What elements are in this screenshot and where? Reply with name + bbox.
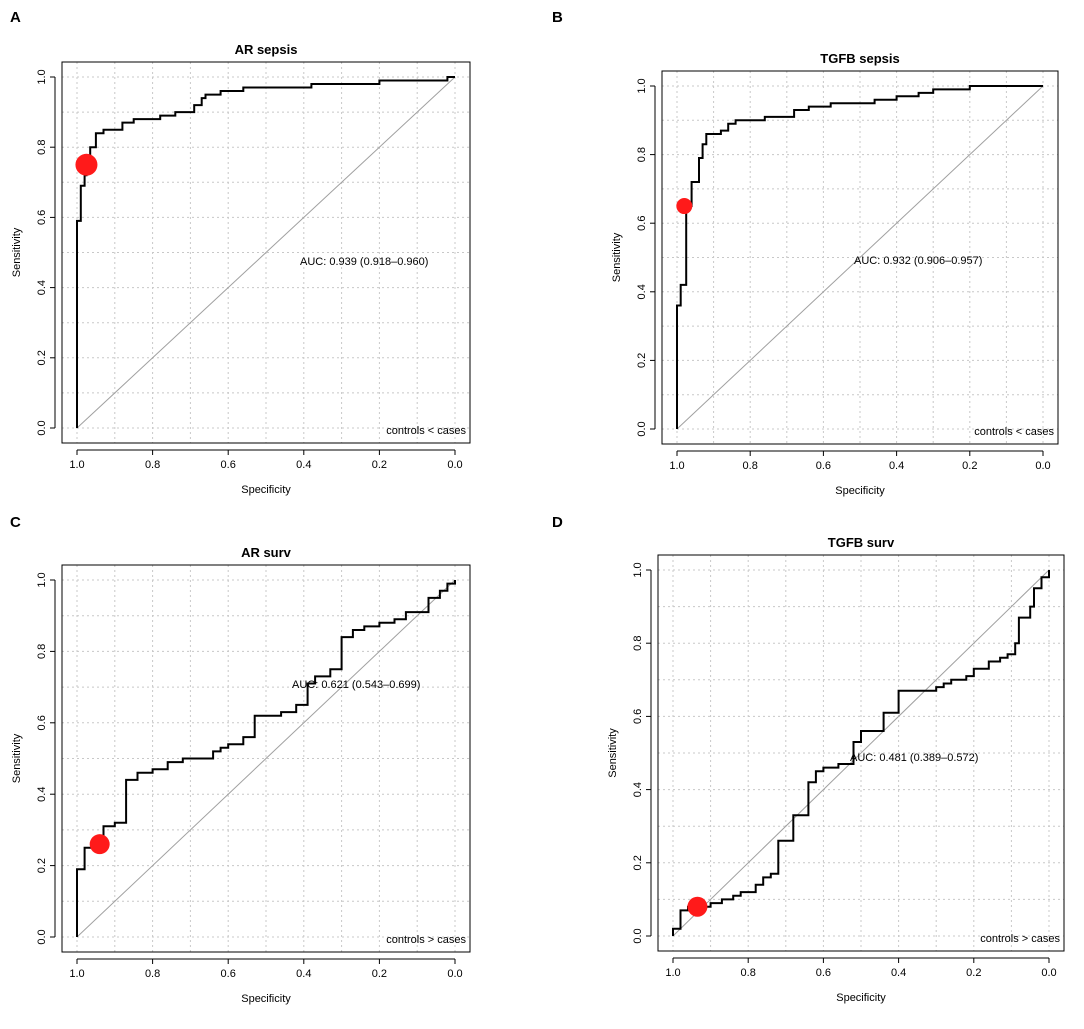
grid (658, 555, 1064, 951)
x-tick-label: 0.6 (816, 460, 831, 472)
y-tick-label: 0.8 (36, 644, 48, 659)
y-tick-label: 0.6 (36, 210, 48, 225)
x-axis-label: Specificity (241, 484, 291, 496)
chart-title: AR sepsis (235, 42, 298, 57)
panel-letter: C (10, 514, 21, 531)
x-tick-label: 0.6 (221, 459, 236, 471)
y-axis-label: Sensitivity (611, 232, 623, 282)
plot-frame (661, 70, 1059, 445)
roc-chart-c: C AR surv 1.0 0.8 0.6 0.4 0.2 0.0 Specificity 0.0… (10, 514, 471, 1005)
plot-frame (61, 61, 471, 444)
y-tick-label: 0.2 (632, 855, 644, 870)
x-axis-label: Specificity (241, 993, 291, 1005)
direction-note: controls < cases (974, 426, 1054, 438)
x-tick-label: 0.8 (741, 967, 756, 979)
x-tick-label: 0.0 (447, 968, 462, 980)
y-tick-label: 1.0 (36, 572, 48, 587)
auc-annotation: AUC: 0.939 (0.918–0.960) (300, 256, 428, 268)
y-tick-label: 0.2 (636, 353, 648, 368)
x-tick-label: 1.0 (69, 459, 84, 471)
x-tick-label: 0.8 (145, 459, 160, 471)
roc-chart-a: A AR sepsis 1.0 0.8 0.6 0.4 0.2 0.0 Specificity 0… (10, 9, 471, 496)
x-tick-label: 0.6 (816, 967, 831, 979)
x-tick-label: 1.0 (69, 968, 84, 980)
x-tick-label: 0.2 (966, 967, 981, 979)
x-tick-label: 0.6 (221, 968, 236, 980)
x-tick-label: 0.4 (889, 460, 904, 472)
chart-title: TGFB surv (828, 535, 895, 550)
roc-curve (672, 570, 1050, 936)
chance-diagonal (76, 579, 456, 938)
x-tick-label: 0.8 (145, 968, 160, 980)
optimal-cutoff-point (75, 153, 98, 176)
x-axis-label: Specificity (835, 485, 885, 497)
y-tick-label: 1.0 (632, 562, 644, 577)
plot-frame (61, 564, 471, 953)
x-tick-label: 1.0 (665, 967, 680, 979)
x-tick-label: 0.0 (447, 459, 462, 471)
panel-letter: B (552, 9, 563, 26)
y-tick-label: 0.8 (632, 636, 644, 651)
direction-note: controls > cases (386, 934, 466, 946)
y-tick-label: 0.6 (636, 216, 648, 231)
y-tick-label: 1.0 (36, 69, 48, 84)
y-tick-label: 0.8 (636, 147, 648, 162)
x-tick-label: 1.0 (669, 460, 684, 472)
roc-curve (76, 580, 456, 937)
y-tick-label: 0.4 (36, 787, 48, 802)
y-tick-label: 0.0 (36, 420, 48, 435)
y-tick-label: 0.4 (632, 782, 644, 797)
chart-title: TGFB sepsis (820, 51, 899, 66)
x-tick-label: 0.0 (1041, 967, 1056, 979)
x-tick-label: 0.4 (891, 967, 906, 979)
x-tick-label: 0.2 (372, 968, 387, 980)
y-tick-label: 0.0 (632, 928, 644, 943)
y-tick-label: 0.2 (36, 350, 48, 365)
direction-note: controls < cases (386, 425, 466, 437)
x-axis-label: Specificity (836, 992, 886, 1004)
x-tick-label: 0.4 (296, 968, 311, 980)
roc-panel-c: C AR surv 1.0 0.8 0.6 0.4 0.2 0.0 Specificity 0.0… (0, 505, 542, 1029)
auc-annotation: AUC: 0.932 (0.906–0.957) (854, 255, 982, 267)
auc-annotation: AUC: 0.481 (0.389–0.572) (850, 752, 978, 764)
optimal-cutoff-point (687, 896, 708, 917)
roc-panel-b: B TGFB sepsis 1.0 0.8 0.6 0.4 0.2 0.0 Specificit… (542, 0, 1084, 505)
y-tick-label: 0.2 (36, 858, 48, 873)
chart-title: AR surv (241, 545, 292, 560)
chance-diagonal (76, 76, 456, 429)
optimal-cutoff-point (676, 198, 693, 215)
panel-letter: D (552, 514, 563, 531)
roc-chart-d: D TGFB surv 1.0 0.8 0.6 0.4 0.2 0.0 Specificity 0… (552, 514, 1065, 1004)
grid (62, 565, 470, 952)
chance-diagonal (672, 569, 1050, 937)
y-axis-label: Sensitivity (11, 227, 23, 277)
roc-panel-a: A AR sepsis 1.0 0.8 0.6 0.4 0.2 0.0 Specificity 0… (0, 0, 542, 505)
panel-letter: A (10, 9, 21, 26)
auc-annotation: AUC: 0.621 (0.543–0.699) (292, 679, 420, 691)
y-tick-label: 0.4 (636, 284, 648, 299)
plot-frame (657, 554, 1065, 952)
y-tick-label: 1.0 (636, 78, 648, 93)
y-tick-label: 0.0 (636, 421, 648, 436)
y-axis-label: Sensitivity (11, 733, 23, 783)
y-tick-label: 0.6 (36, 715, 48, 730)
chance-diagonal (676, 85, 1044, 430)
x-tick-label: 0.8 (743, 460, 758, 472)
x-tick-label: 0.2 (372, 459, 387, 471)
y-axis-label: Sensitivity (607, 728, 619, 778)
x-tick-label: 0.0 (1035, 460, 1050, 472)
y-tick-label: 0.4 (36, 280, 48, 295)
roc-chart-b: B TGFB sepsis 1.0 0.8 0.6 0.4 0.2 0.0 Specificit… (552, 9, 1059, 497)
grid (62, 62, 470, 443)
roc-curve (676, 85, 1043, 429)
x-tick-label: 0.4 (296, 459, 311, 471)
direction-note: controls > cases (980, 933, 1060, 945)
y-tick-label: 0.0 (36, 929, 48, 944)
y-tick-label: 0.6 (632, 709, 644, 724)
y-tick-label: 0.8 (36, 140, 48, 155)
optimal-cutoff-point (89, 834, 110, 855)
roc-panel-d: D TGFB surv 1.0 0.8 0.6 0.4 0.2 0.0 Specificity 0… (542, 505, 1084, 1029)
x-tick-label: 0.2 (962, 460, 977, 472)
